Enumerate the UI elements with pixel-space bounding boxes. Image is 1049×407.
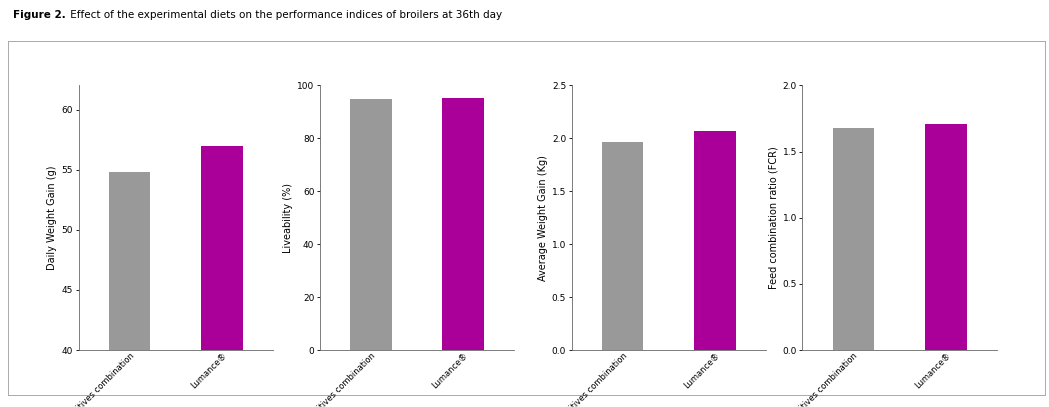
Bar <box>694 131 735 350</box>
Y-axis label: Liveability (%): Liveability (%) <box>283 183 293 253</box>
Bar <box>925 124 966 350</box>
Bar <box>201 146 242 350</box>
Y-axis label: Feed combination ratio (FCR): Feed combination ratio (FCR) <box>768 147 778 289</box>
Y-axis label: Average Weight Gain (Kg): Average Weight Gain (Kg) <box>537 155 548 281</box>
Bar <box>833 128 874 350</box>
Bar <box>443 98 484 350</box>
Text: Effect of the experimental diets on the performance indices of broilers at 36th : Effect of the experimental diets on the … <box>67 10 502 20</box>
Bar <box>602 142 643 350</box>
Bar <box>109 172 150 350</box>
Y-axis label: Daily Weight Gain (g): Daily Weight Gain (g) <box>47 166 58 270</box>
Text: Figure 2.: Figure 2. <box>13 10 65 20</box>
Bar <box>350 99 391 350</box>
